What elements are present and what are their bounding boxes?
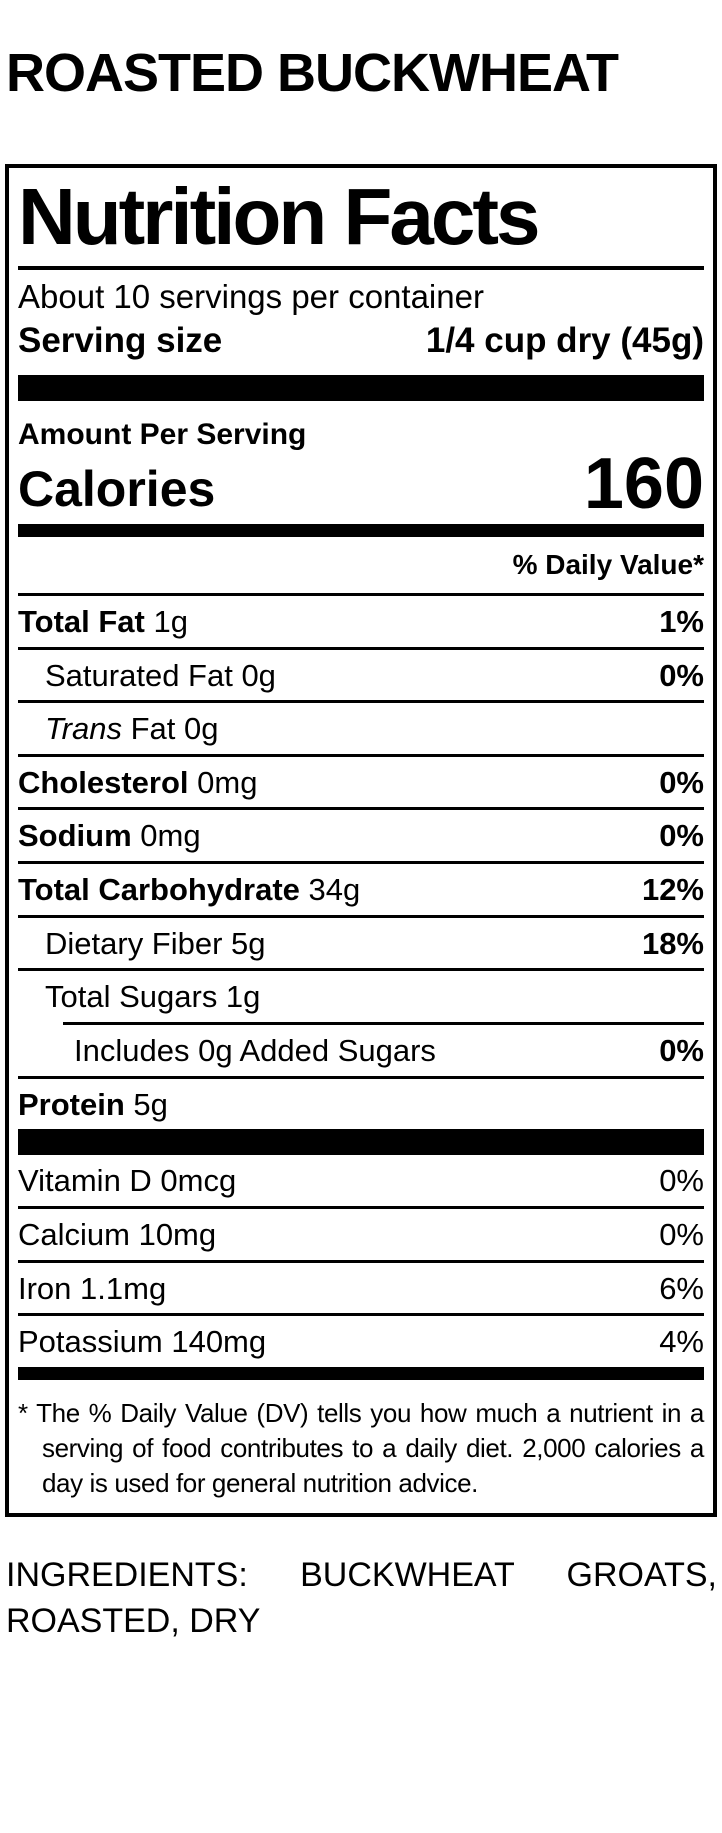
nutrient-amount: Includes 0g Added Sugars xyxy=(74,1033,436,1068)
nutrient-row-trans-fat: Trans Fat 0g xyxy=(18,700,704,754)
calories-value: 160 xyxy=(583,443,704,524)
nutrient-name: Total Fat xyxy=(18,603,145,639)
nutrient-amount: Fat 0g xyxy=(121,711,219,747)
nutrient-dv: 0% xyxy=(659,764,704,800)
nutrient-row-protein: Protein 5g xyxy=(18,1075,704,1130)
footnote-divider-bar xyxy=(18,1366,704,1380)
nutrient-name: Cholesterol xyxy=(18,764,189,800)
nutrient-dv: 12% xyxy=(641,872,704,908)
nutrient-dv: 0% xyxy=(659,657,704,693)
nutrient-name: Total Carbohydrate xyxy=(18,872,300,908)
servings-per-container: About 10 servings per container xyxy=(18,277,484,315)
vitamin-name: Potassium 140mg xyxy=(18,1324,267,1360)
nutrient-row-added-sugars: Includes 0g Added Sugars 0% xyxy=(63,1022,704,1076)
vitamin-row-potassium: Potassium 140mg 4% xyxy=(18,1313,704,1367)
section-bar-vitamins xyxy=(18,1129,704,1156)
heading-divider xyxy=(18,265,704,270)
calories-label: Calories xyxy=(18,460,216,517)
daily-value-header: % Daily Value* xyxy=(512,548,704,580)
amount-per-serving-label: Amount Per Serving xyxy=(18,417,307,451)
nutrient-dv: 18% xyxy=(641,925,704,961)
vitamin-dv: 4% xyxy=(659,1324,704,1360)
section-bar-top xyxy=(18,374,704,401)
nutrient-name: Trans xyxy=(45,711,122,747)
nutrient-amount: 0mg xyxy=(188,764,258,800)
nutrient-row-total-fat: Total Fat 1g 1% xyxy=(18,592,704,647)
nutrient-amount: Dietary Fiber 5g xyxy=(45,925,266,961)
nutrient-row-dietary-fiber: Dietary Fiber 5g 18% xyxy=(18,914,704,969)
nutrient-row-cholesterol: Cholesterol 0mg 0% xyxy=(18,753,704,808)
nutrition-facts-heading: Nutrition Facts xyxy=(18,172,540,261)
vitamin-row-iron: Iron 1.1mg 6% xyxy=(18,1259,704,1314)
vitamin-name: Calcium 10mg xyxy=(18,1216,217,1252)
product-title: ROASTED BUCKWHEAT xyxy=(6,43,619,103)
vitamin-dv: 0% xyxy=(659,1216,704,1252)
vitamin-dv: 6% xyxy=(659,1270,704,1306)
nutrient-dv: 1% xyxy=(659,603,704,639)
nutrient-amount: 0mg xyxy=(131,818,201,854)
nutrient-dv: 0% xyxy=(659,818,704,854)
nutrient-amount: 34g xyxy=(299,872,361,908)
vitamin-name: Iron 1.1mg xyxy=(18,1270,167,1306)
serving-size-value: 1/4 cup dry (45g) xyxy=(425,320,704,360)
nutrient-row-sodium: Sodium 0mg 0% xyxy=(18,807,704,861)
nutrition-facts-panel: Nutrition Facts About 10 servings per co… xyxy=(5,164,717,1518)
nutrient-row-total-carbohydrate: Total Carbohydrate 34g 12% xyxy=(18,861,704,915)
calories-divider-bar xyxy=(18,523,704,537)
nutrient-row-saturated-fat: Saturated Fat 0g 0% xyxy=(18,646,704,701)
nutrient-dv: 0% xyxy=(659,1033,704,1068)
vitamin-row-vitamin-d: Vitamin D 0mcg 0% xyxy=(18,1155,704,1206)
nutrient-name: Sodium xyxy=(18,818,132,854)
ingredients-statement: INGREDIENTS: BUCKWHEAT GROATS, ROASTED, … xyxy=(6,1556,717,1641)
nutrient-amount: 1g xyxy=(144,603,188,639)
nutrient-row-total-sugars: Total Sugars 1g xyxy=(18,968,704,1022)
serving-size-label: Serving size xyxy=(18,320,223,360)
daily-value-footnote: * The % Daily Value (DV) tells you how m… xyxy=(18,1397,704,1499)
serving-size-row: Serving size 1/4 cup dry (45g) xyxy=(18,321,704,361)
vitamin-name: Vitamin D 0mcg xyxy=(18,1163,237,1199)
calories-row: Calories 160 xyxy=(18,443,704,524)
vitamin-dv: 0% xyxy=(659,1163,704,1199)
nutrient-amount: 5g xyxy=(124,1086,168,1122)
nutrient-name: Protein xyxy=(18,1086,125,1122)
nutrient-amount: Total Sugars 1g xyxy=(45,979,261,1015)
nutrient-amount: Saturated Fat 0g xyxy=(45,657,276,693)
vitamin-row-calcium: Calcium 10mg 0% xyxy=(18,1205,704,1260)
